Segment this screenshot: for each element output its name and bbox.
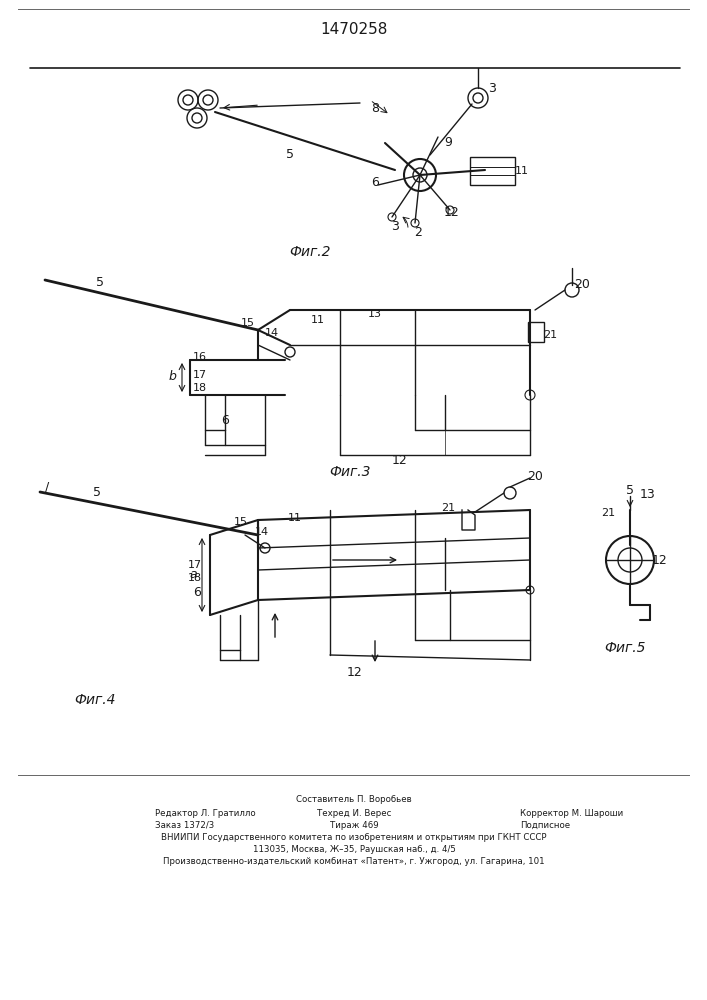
Text: ВНИИПИ Государственного комитета по изобретениям и открытиям при ГКНТ СССР: ВНИИПИ Государственного комитета по изоб…	[161, 832, 547, 842]
Text: 11: 11	[288, 513, 302, 523]
Text: 16: 16	[193, 352, 207, 362]
Text: 3: 3	[488, 82, 496, 95]
Text: 20: 20	[574, 277, 590, 290]
Text: 21: 21	[441, 503, 455, 513]
Text: 12: 12	[392, 454, 408, 466]
Text: Фиг.2: Фиг.2	[289, 245, 331, 259]
Text: 11: 11	[311, 315, 325, 325]
Text: 12: 12	[652, 554, 668, 566]
Text: 2: 2	[414, 227, 422, 239]
Text: 17: 17	[193, 370, 207, 380]
Text: 14: 14	[265, 328, 279, 338]
Text: Фиг.5: Фиг.5	[604, 641, 645, 655]
Text: 5: 5	[626, 484, 634, 496]
Text: 18: 18	[193, 383, 207, 393]
Text: Производственно-издательский комбинат «Патент», г. Ужгород, ул. Гагарина, 101: Производственно-издательский комбинат «П…	[163, 856, 545, 865]
Text: 1470258: 1470258	[320, 22, 387, 37]
Text: Техред И. Верес: Техред И. Верес	[317, 808, 391, 818]
Text: 12: 12	[347, 666, 363, 678]
Text: 21: 21	[543, 330, 557, 340]
Text: a: a	[189, 568, 197, 582]
Text: Фиг.4: Фиг.4	[74, 693, 116, 707]
Text: 21: 21	[601, 508, 615, 518]
Text: 8: 8	[371, 102, 379, 114]
Text: 14: 14	[255, 527, 269, 537]
Text: 9: 9	[444, 136, 452, 149]
Text: 17: 17	[188, 560, 202, 570]
Text: 13: 13	[368, 309, 382, 319]
Text: Тираж 469: Тираж 469	[329, 820, 378, 830]
Text: 5: 5	[93, 486, 101, 498]
Text: 5: 5	[286, 148, 294, 161]
Text: 15: 15	[234, 517, 248, 527]
Text: Корректор М. Шароши: Корректор М. Шароши	[520, 808, 624, 818]
Text: 18: 18	[188, 573, 202, 583]
Text: 13: 13	[640, 488, 656, 500]
Text: 6: 6	[371, 176, 379, 190]
Text: 5: 5	[96, 276, 104, 290]
Text: Подписное: Подписное	[520, 820, 570, 830]
Text: Фиг.3: Фиг.3	[329, 465, 370, 479]
Text: 3: 3	[391, 221, 399, 233]
Text: Редактор Л. Гратилло: Редактор Л. Гратилло	[155, 808, 256, 818]
Bar	[470, 157, 515, 185]
Text: 20: 20	[527, 470, 543, 483]
Text: 113035, Москва, Ж–35, Раушская наб., д. 4/5: 113035, Москва, Ж–35, Раушская наб., д. …	[252, 844, 455, 854]
Text: Заказ 1372/3: Заказ 1372/3	[155, 820, 214, 830]
Text: b: b	[168, 370, 176, 383]
Text: 12: 12	[444, 207, 460, 220]
Text: 11: 11	[515, 166, 529, 176]
Text: /: /	[45, 481, 49, 493]
Text: 15: 15	[241, 318, 255, 328]
Text: Составитель П. Воробьев: Составитель П. Воробьев	[296, 796, 412, 804]
Text: 6: 6	[193, 585, 201, 598]
Text: 6: 6	[221, 414, 229, 426]
Bar	[528, 322, 544, 342]
